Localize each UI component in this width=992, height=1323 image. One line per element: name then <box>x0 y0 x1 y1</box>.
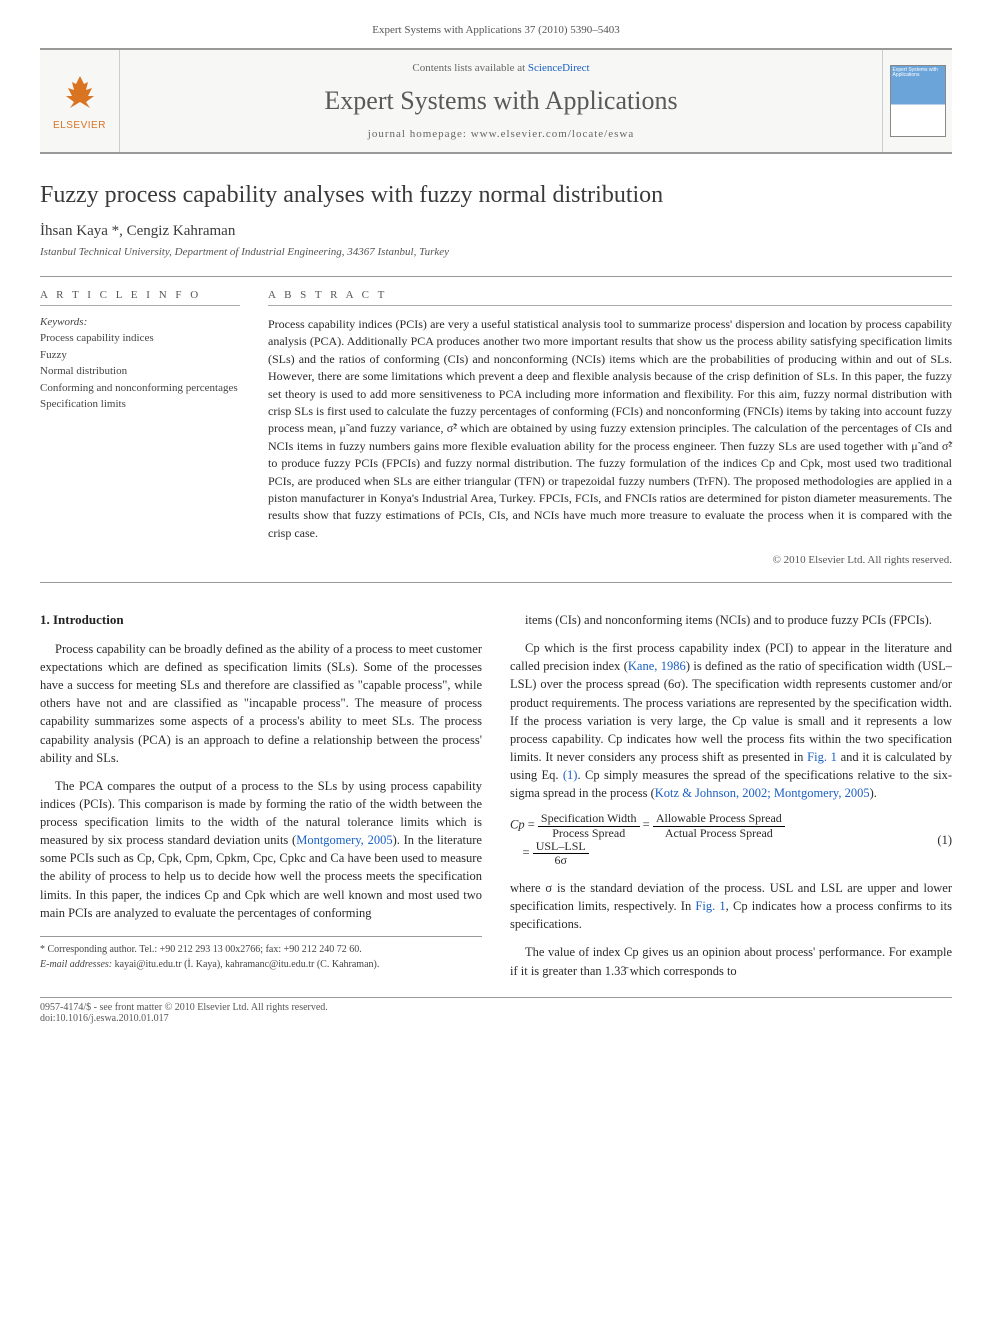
keyword-item: Process capability indices <box>40 330 240 347</box>
intro-paragraph: Cp which is the first process capability… <box>510 639 952 802</box>
figure-link[interactable]: Fig. 1 <box>695 899 725 913</box>
elsevier-logo: ELSEVIER <box>40 50 120 152</box>
reference-link[interactable]: Kotz & Johnson, 2002; Montgomery, 2005 <box>655 786 870 800</box>
keyword-item: Fuzzy <box>40 347 240 364</box>
equation-1: Cp = Specification Width Process Spread … <box>510 812 952 867</box>
intro-paragraph: Process capability can be broadly define… <box>40 640 482 767</box>
elsevier-label: ELSEVIER <box>53 120 106 131</box>
fraction: Specification Width Process Spread <box>538 812 640 839</box>
doi: doi:10.1016/j.eswa.2010.01.017 <box>40 1013 952 1024</box>
contents-prefix: Contents lists available at <box>412 62 527 74</box>
footnote-block: * Corresponding author. Tel.: +90 212 29… <box>40 936 482 971</box>
intro-paragraph: The PCA compares the output of a process… <box>40 777 482 922</box>
reference-link[interactable]: Montgomery, 2005 <box>296 833 392 847</box>
abstract-copyright: © 2010 Elsevier Ltd. All rights reserved… <box>268 554 952 566</box>
denominator: Actual Process Spread <box>653 827 785 840</box>
email-note: E-mail addresses: kayai@itu.edu.tr (İ. K… <box>40 958 482 971</box>
intro-paragraph: where σ is the standard deviation of the… <box>510 879 952 933</box>
fraction: Allowable Process Spread Actual Process … <box>653 812 785 839</box>
tree-icon <box>60 72 100 120</box>
journal-reference: Expert Systems with Applications 37 (201… <box>40 24 952 36</box>
article-info-heading: A R T I C L E I N F O <box>40 289 240 306</box>
footer-bar: 0957-4174/$ - see front matter © 2010 El… <box>40 997 952 1024</box>
intro-paragraph: items (CIs) and nonconforming items (NCI… <box>510 611 952 629</box>
contents-line: Contents lists available at ScienceDirec… <box>128 62 874 74</box>
numerator: Specification Width <box>538 812 640 826</box>
sciencedirect-link[interactable]: ScienceDirect <box>528 62 590 74</box>
cover-thumbnail: Expert Systems with Applications <box>890 65 946 137</box>
authors: İhsan Kaya *, Cengiz Kahraman <box>40 223 952 240</box>
affiliation: Istanbul Technical University, Departmen… <box>40 246 952 258</box>
paragraph-text: ) is defined as the ratio of specificati… <box>510 659 952 764</box>
journal-cover: Expert Systems with Applications <box>882 50 952 152</box>
equation-number: (1) <box>912 831 952 849</box>
intro-paragraph: The value of index Cp gives us an opinio… <box>510 943 952 979</box>
corresponding-author-note: * Corresponding author. Tel.: +90 212 29… <box>40 943 482 956</box>
section-heading: 1. Introduction <box>40 611 482 630</box>
keyword-item: Normal distribution <box>40 363 240 380</box>
email-addresses: kayai@itu.edu.tr (İ. Kaya), kahramanc@it… <box>112 959 379 970</box>
email-label: E-mail addresses: <box>40 959 112 970</box>
equation-body: Cp = Specification Width Process Spread … <box>510 812 912 867</box>
info-abstract-block: A R T I C L E I N F O Keywords: Process … <box>40 276 952 583</box>
journal-homepage: journal homepage: www.elsevier.com/locat… <box>128 128 874 140</box>
body-columns: 1. Introduction Process capability can b… <box>40 611 952 981</box>
journal-name: Expert Systems with Applications <box>128 86 874 116</box>
denominator: 6σ <box>533 854 589 867</box>
numerator: Allowable Process Spread <box>653 812 785 826</box>
eq-lhs: Cp <box>510 818 525 832</box>
keyword-item: Conforming and nonconforming percentages <box>40 380 240 397</box>
abstract-heading: A B S T R A C T <box>268 289 952 306</box>
equation-link[interactable]: (1) <box>563 768 578 782</box>
front-matter-note: 0957-4174/$ - see front matter © 2010 El… <box>40 1002 952 1013</box>
reference-link[interactable]: Kane, 1986 <box>628 659 686 673</box>
article-info: A R T I C L E I N F O Keywords: Process … <box>40 289 240 566</box>
journal-header: ELSEVIER Contents lists available at Sci… <box>40 48 952 154</box>
article-title: Fuzzy process capability analyses with f… <box>40 182 952 209</box>
keywords-label: Keywords: <box>40 316 240 328</box>
denominator: Process Spread <box>538 827 640 840</box>
figure-link[interactable]: Fig. 1 <box>807 750 837 764</box>
keyword-item: Specification limits <box>40 396 240 413</box>
fraction: USL–LSL 6σ <box>533 840 589 867</box>
abstract-text: Process capability indices (PCIs) are ve… <box>268 316 952 542</box>
paragraph-text: ). <box>870 786 877 800</box>
header-center: Contents lists available at ScienceDirec… <box>120 50 882 152</box>
numerator: USL–LSL <box>533 840 589 854</box>
abstract: A B S T R A C T Process capability indic… <box>268 289 952 566</box>
